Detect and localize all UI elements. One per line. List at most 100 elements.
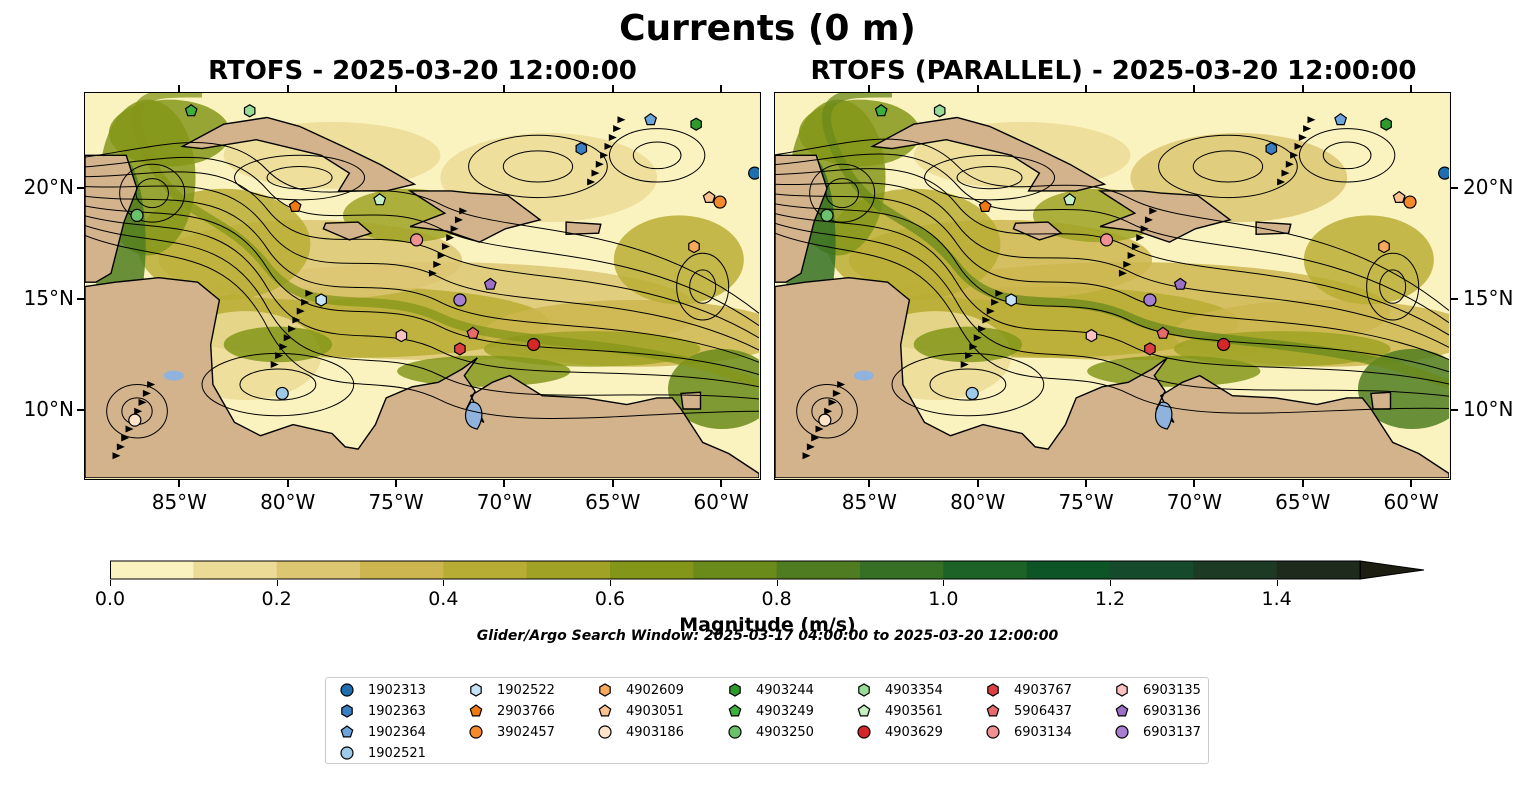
lat-tick-label: 15°N [1463, 285, 1514, 310]
streamline-arrow [1127, 251, 1136, 259]
lon-tick-top [286, 85, 289, 92]
lat-tick [77, 409, 84, 412]
lon-tick-label: 75°W [368, 490, 424, 514]
streamline [775, 153, 1449, 324]
lat-tick [77, 186, 84, 189]
float-marker-5906437 [1156, 326, 1170, 339]
colorbar-segment [360, 561, 444, 579]
float-marker-6903136 [483, 277, 497, 290]
streamline [775, 222, 1449, 397]
central-and-south-america [85, 276, 759, 478]
lon-tick [1410, 480, 1413, 487]
streamline-arrow [301, 298, 310, 306]
panel-title-rtofs-parallel: RTOFS (PARALLEL) - 2025-03-20 12:00:00 [810, 56, 1417, 86]
streamline-arrow [978, 325, 987, 333]
legend-marker-circle-icon [340, 746, 354, 760]
float-marker-6903134 [409, 233, 424, 247]
float-marker-1902522 [315, 293, 327, 307]
legend-marker [599, 683, 611, 697]
colorbar-tick [1276, 580, 1278, 586]
streamline [85, 156, 759, 326]
legend-item: 3902457 [469, 723, 555, 741]
streamline-arrow [1307, 116, 1316, 124]
eddy-streamline [1298, 128, 1396, 183]
legend-marker [340, 683, 354, 697]
legend-label: 4903629 [885, 724, 943, 740]
float-marker-2903766 [978, 199, 992, 213]
streamline-arrow [1144, 216, 1153, 224]
lon-tick-top [1085, 85, 1088, 92]
lon-tick-top [976, 85, 979, 92]
streamline-arrow [459, 207, 468, 215]
speed-band [397, 355, 571, 387]
lat-tick [1451, 297, 1458, 300]
eddy-streamline [1366, 252, 1420, 321]
map-panel-rtofs[interactable] [84, 92, 761, 480]
speed-band [613, 215, 744, 305]
eddy-streamline [119, 163, 186, 223]
eddy-streamline [239, 368, 317, 401]
legend-marker-hexagon-icon [341, 704, 353, 718]
lon-tick [286, 480, 289, 487]
legend-item: 4903354 [857, 681, 943, 699]
legend-marker [1115, 725, 1129, 739]
colorbar-label: Magnitude (m/s) [679, 614, 856, 636]
streamline-arrow [969, 343, 978, 351]
float-marker-4903249 [874, 104, 888, 117]
float-marker-4903186 [128, 413, 142, 427]
colorbar-segment [943, 561, 1028, 579]
streamline-arrow [112, 452, 121, 460]
lat-tick [1451, 409, 1458, 412]
float-marker-4903767 [1144, 342, 1156, 356]
float-marker-6903137 [1143, 293, 1157, 307]
float-marker-4903244 [690, 117, 702, 131]
legend-label: 1902522 [497, 682, 555, 698]
legend-marker-circle-icon [728, 725, 742, 739]
float-marker-1902521 [965, 386, 979, 401]
legend-marker [1116, 683, 1128, 697]
float-marker-4902609 [688, 239, 700, 254]
legend-item: 4903186 [598, 723, 684, 741]
float-marker-1902363 [1265, 141, 1278, 156]
legend-label: 4903249 [756, 703, 814, 719]
legend-label: 6903135 [1143, 682, 1201, 698]
streamline-arrow [446, 234, 455, 242]
legend-marker [1115, 704, 1129, 717]
eddy-streamline [924, 154, 1056, 201]
colorbar-tick-label: 1.2 [1094, 588, 1126, 610]
streamline-arrow [1140, 225, 1149, 233]
streamline-arrow [995, 289, 1004, 297]
streamline-arrow [437, 251, 446, 259]
streamline-arrow [1290, 151, 1299, 159]
legend-item: 4903051 [598, 702, 684, 720]
eddy-streamline [502, 150, 574, 183]
legend-label: 1902364 [368, 724, 426, 740]
float-marker-4903244 [1380, 117, 1392, 131]
lon-tick [720, 480, 723, 487]
colorbar-segment [693, 561, 778, 579]
legend-marker-pentagon-icon [1115, 704, 1129, 717]
lon-tick-label: 70°W [1166, 490, 1223, 514]
streamline-arrow [832, 389, 841, 397]
cuba [180, 116, 417, 192]
streamline-arrow [279, 343, 288, 351]
map-panel-rtofs-parallel[interactable] [774, 92, 1451, 480]
float-marker-3902457 [1403, 195, 1417, 209]
streamline-arrow [1118, 269, 1127, 277]
eddy-streamline [796, 384, 858, 439]
legend-label: 4903051 [626, 703, 684, 719]
streamline-arrow [450, 225, 459, 233]
legend-marker [341, 704, 353, 718]
colorbar-segment [276, 561, 361, 579]
streamline-arrow [125, 425, 134, 433]
streamline-arrow [815, 425, 824, 433]
lon-tick [178, 480, 181, 487]
eddy-streamline [1192, 150, 1264, 183]
float-marker-4903051 [702, 190, 716, 204]
streamline-arrow [1298, 134, 1307, 142]
legend-label: 4903186 [626, 724, 684, 740]
colorbar-tick-label: 1.0 [928, 588, 959, 610]
streamline [775, 182, 1449, 348]
legend-marker [598, 725, 612, 739]
float-marker-1902363 [575, 141, 588, 156]
